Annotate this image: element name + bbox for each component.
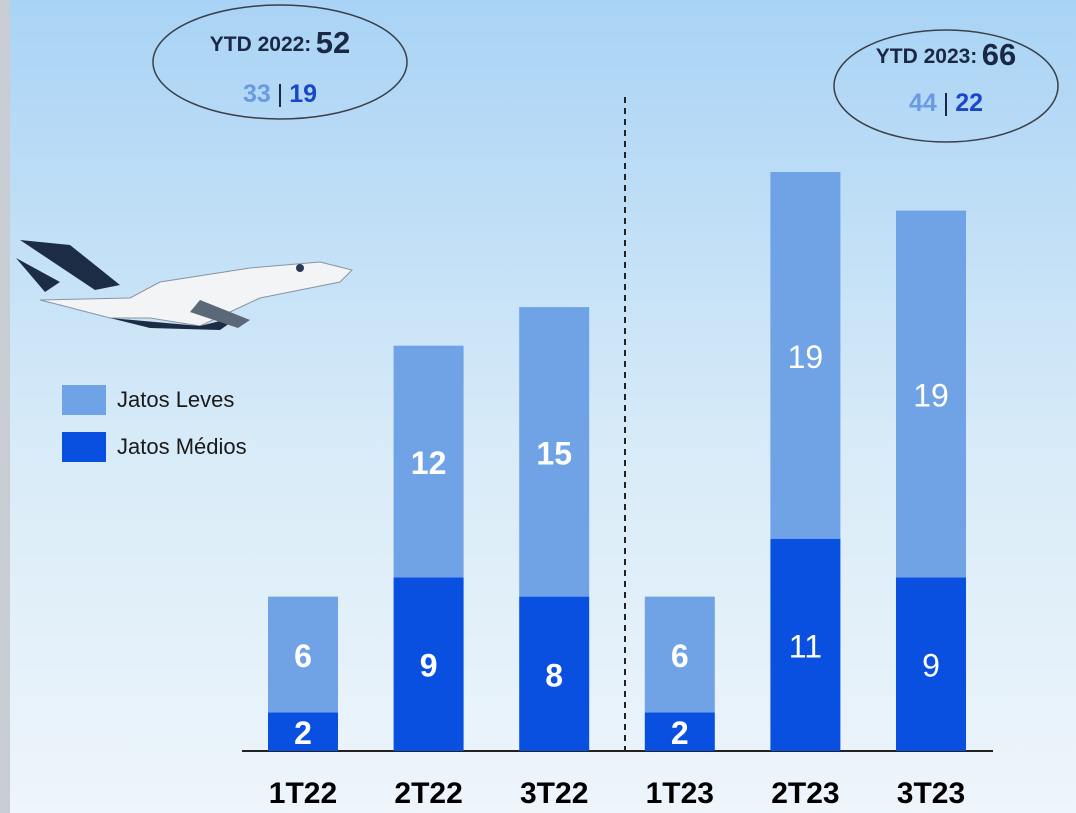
data-label: 9 [420,648,438,684]
ytd-medium: 22 [955,89,983,117]
bar-segment [393,577,464,751]
bar-segment [393,345,464,578]
legend-swatch [62,432,106,462]
bar-segment [644,712,715,751]
ytd-heading: YTD 2022: 52 [210,25,350,60]
bar-segment [896,210,966,578]
x-tick-label: 3T22 [520,777,588,810]
ytd-split: 33 | 19 [243,80,317,108]
bar-segment [770,538,841,751]
left-edge [0,0,10,813]
airplane [16,240,353,330]
bar-segment [268,596,338,713]
x-tick-label: 3T23 [897,777,965,810]
data-label: 6 [294,638,312,674]
ytd-label: YTD 2022: [210,33,312,56]
data-label: 19 [913,377,949,413]
x-tick-label: 2T23 [771,777,839,810]
ytd-bubble [152,4,408,120]
data-label: 8 [545,657,563,693]
legend-swatch [62,385,106,415]
bar-segment [519,307,590,597]
bar-segment [896,577,966,751]
data-label: 2 [294,715,312,751]
bar-segment [770,172,841,539]
data-label: 11 [789,628,822,664]
x-tick-label: 2T22 [394,777,462,810]
ytd-label: YTD 2023: [876,45,978,68]
bar-segment [519,596,590,751]
ytd-light: 33 [243,80,271,108]
ytd-split: 44 | 22 [909,89,983,117]
ytd-bubble [833,29,1059,143]
data-label: 6 [671,638,689,674]
data-label: 12 [411,445,447,481]
data-label: 15 [536,435,572,471]
ytd-total: 66 [982,37,1016,72]
bar-segment [268,712,338,751]
ytd-total: 52 [316,25,350,60]
data-label: 19 [788,339,824,375]
bar-segment [644,596,715,713]
x-tick-label: 1T23 [646,777,714,810]
legend-label: Jatos Médios [117,434,247,459]
ytd-sep: | [277,80,284,108]
ytd-heading: YTD 2023: 66 [876,37,1016,72]
data-label: 9 [922,648,940,684]
ytd-light: 44 [909,89,937,117]
legend-label: Jatos Leves [117,387,234,412]
data-label: 2 [671,715,689,751]
ytd-sep: | [943,89,950,117]
ytd-medium: 19 [289,80,317,108]
x-tick-label: 1T22 [269,777,337,810]
